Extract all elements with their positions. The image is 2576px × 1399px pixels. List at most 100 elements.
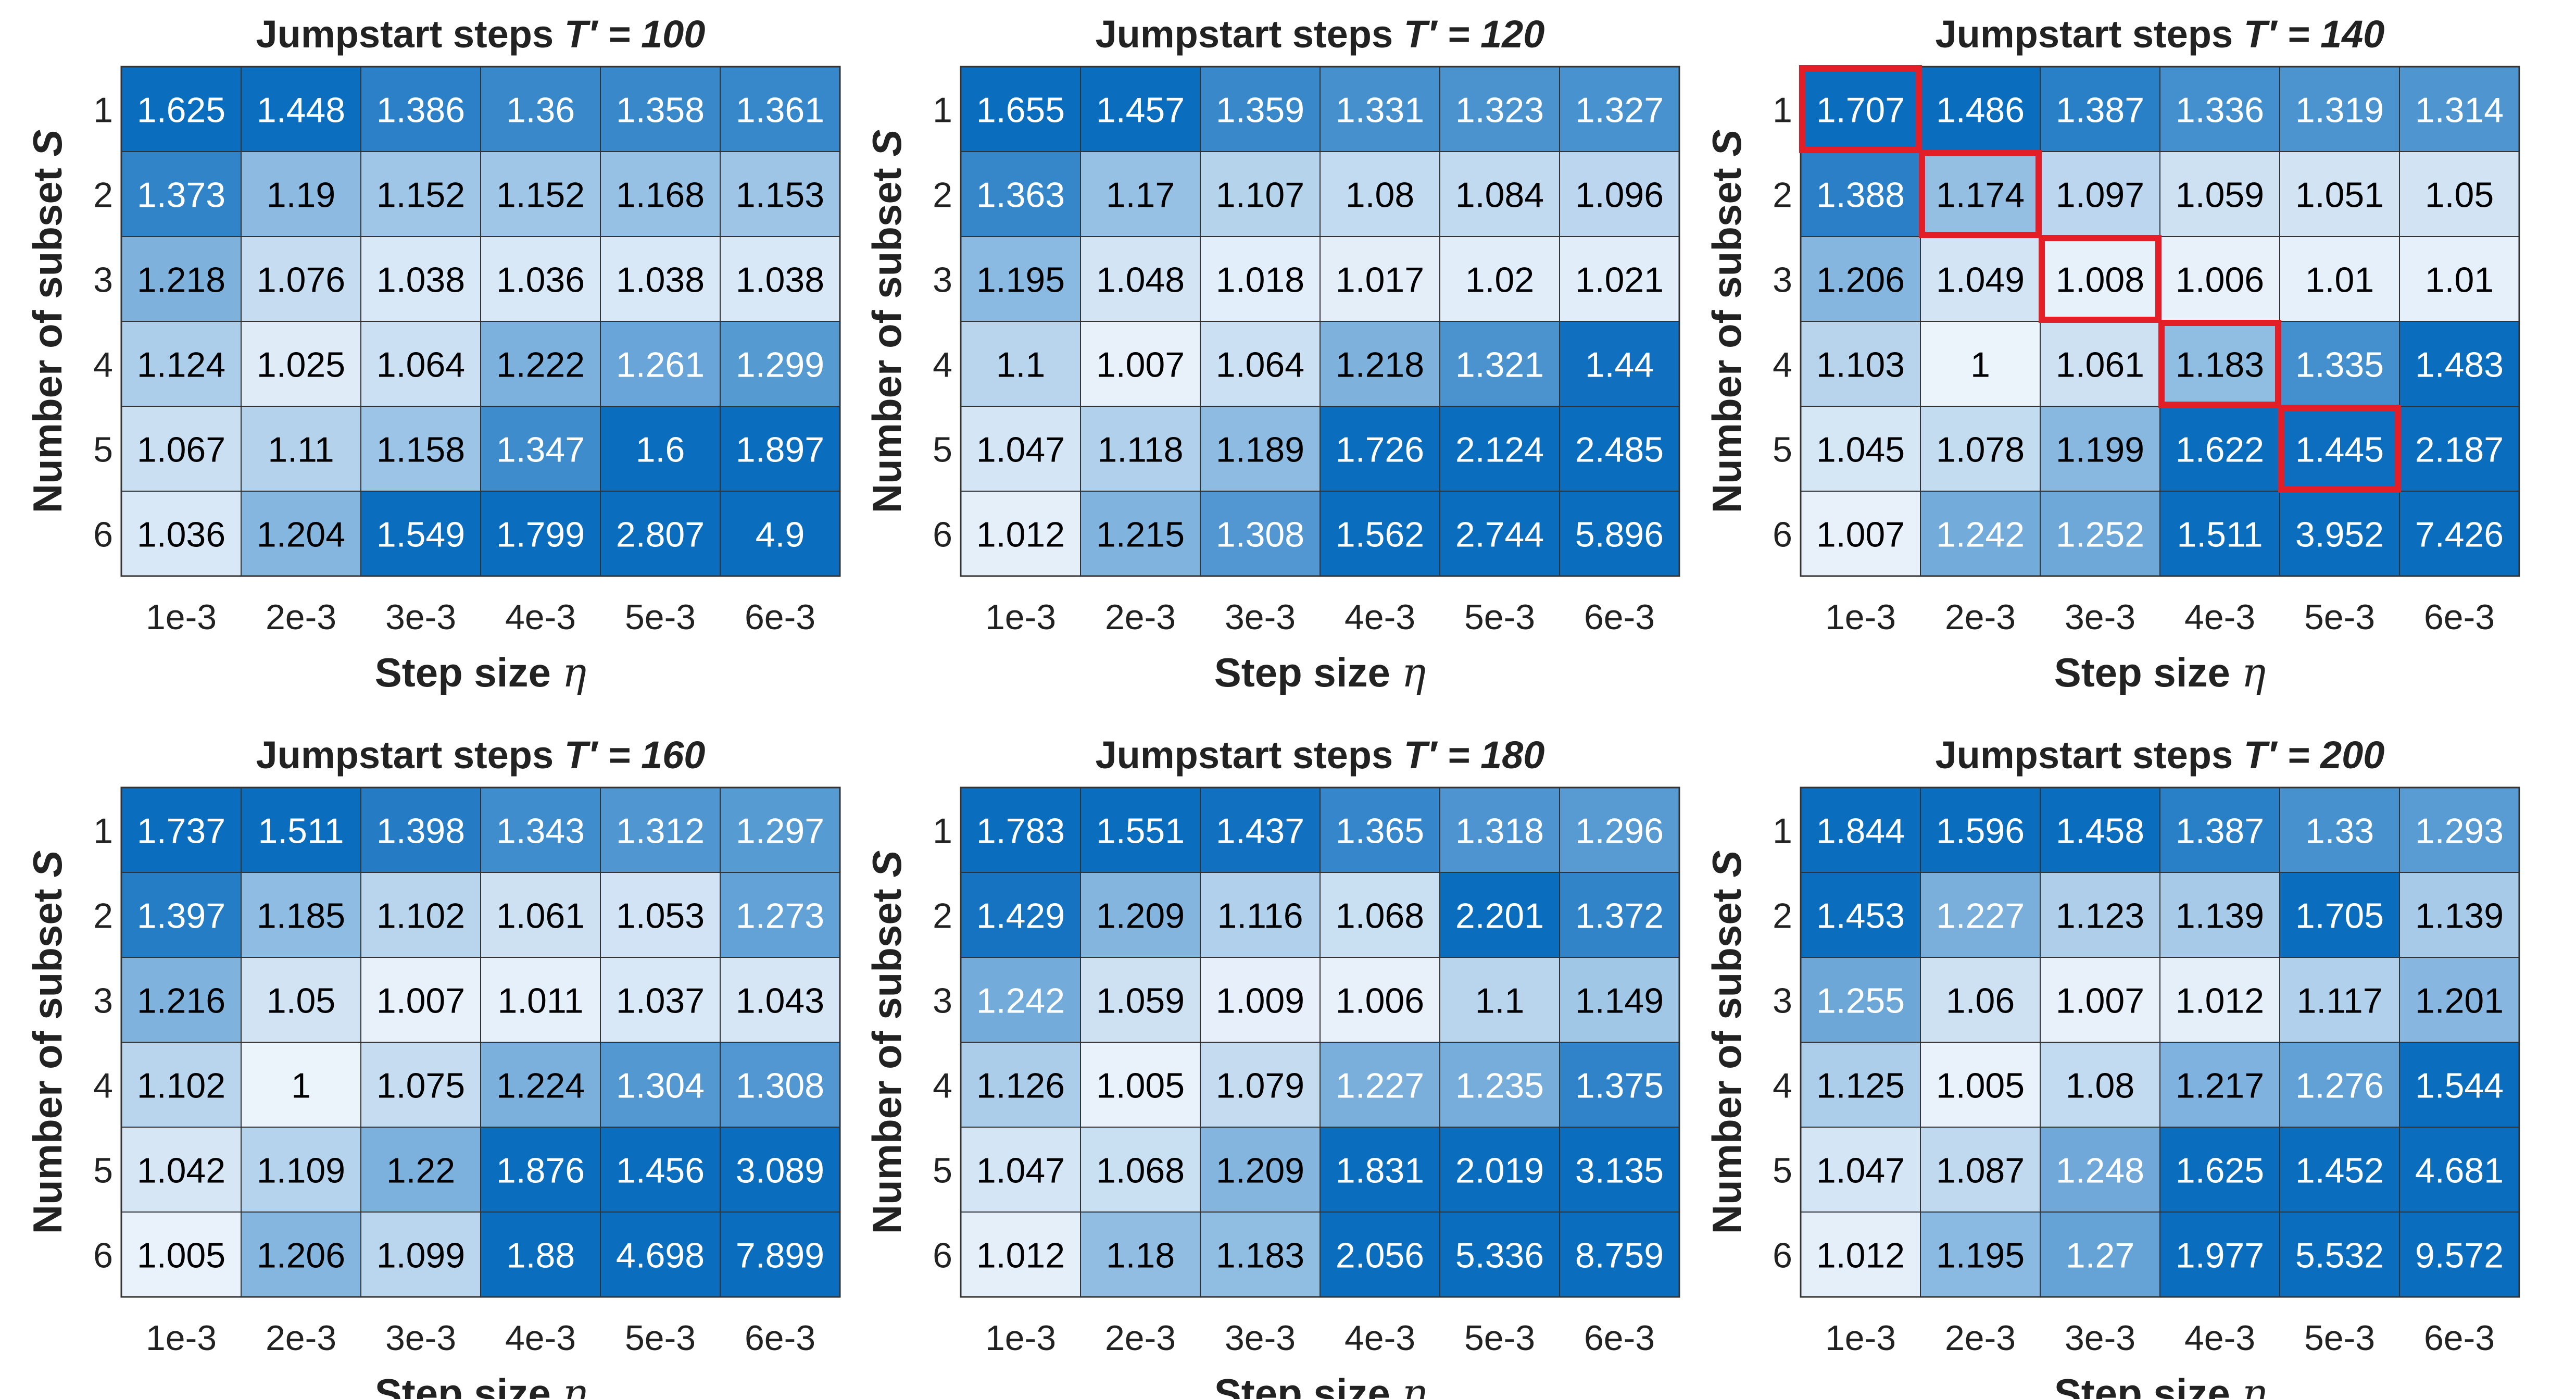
x-tick-label: 4e-3 bbox=[505, 1318, 576, 1358]
cell-value-label: 2.485 bbox=[1575, 430, 1664, 470]
heatmap-cell bbox=[960, 321, 1081, 407]
x-tick-label: 6e-3 bbox=[1584, 1318, 1655, 1358]
cell-value-label: 1.059 bbox=[1096, 981, 1185, 1021]
cell-value-label: 1.195 bbox=[976, 260, 1065, 300]
heatmap-cell bbox=[720, 787, 840, 873]
cell-value-label: 1.235 bbox=[1455, 1066, 1544, 1106]
y-tick-label: 3 bbox=[1773, 981, 1792, 1021]
x-axis-label: Step size η bbox=[375, 649, 587, 696]
cell-value-label: 1.625 bbox=[137, 91, 225, 130]
heatmap-cell bbox=[121, 1211, 242, 1297]
cell-value-label: 7.899 bbox=[736, 1236, 824, 1276]
cell-value-label: 1.437 bbox=[1216, 811, 1304, 851]
cell-value-label: 1.483 bbox=[2415, 345, 2504, 385]
x-tick-label: 4e-3 bbox=[1344, 597, 1415, 637]
y-tick-label: 2 bbox=[93, 176, 113, 215]
cell-value-label: 1.123 bbox=[2056, 896, 2144, 936]
heatmap-cell bbox=[1320, 872, 1440, 958]
x-tick-label: 2e-3 bbox=[266, 1318, 336, 1358]
cell-value-label: 5.336 bbox=[1455, 1236, 1544, 1276]
heatmap-frame bbox=[1800, 66, 2520, 577]
heatmap-cell bbox=[2159, 321, 2280, 407]
cell-value-label: 1.977 bbox=[2176, 1236, 2264, 1276]
cell-value-label: 1.273 bbox=[736, 896, 824, 936]
y-tick-label: 6 bbox=[93, 1236, 113, 1276]
cell-value-label: 1.11 bbox=[268, 430, 334, 470]
y-tick-label: 6 bbox=[933, 515, 952, 555]
x-tick-label: 2e-3 bbox=[1945, 1318, 2016, 1358]
cell-value-label: 1.36 bbox=[506, 91, 575, 130]
cell-value-label: 1.079 bbox=[1216, 1066, 1304, 1106]
cell-value-label: 1 bbox=[291, 1066, 311, 1106]
cell-value-label: 1.183 bbox=[1216, 1236, 1304, 1276]
heatmap-cell bbox=[1200, 787, 1321, 873]
heatmap-cell bbox=[720, 151, 840, 237]
cell-value-label: 2.744 bbox=[1455, 515, 1544, 555]
cell-value-label: 1.152 bbox=[496, 176, 585, 215]
cell-value-label: 1.218 bbox=[137, 260, 225, 300]
cell-value-label: 1.05 bbox=[267, 981, 335, 1021]
heatmap-cell bbox=[1439, 406, 1560, 492]
cell-value-label: 1.276 bbox=[2295, 1066, 2384, 1106]
x-tick-label: 1e-3 bbox=[1825, 1318, 1896, 1358]
heatmap-cell bbox=[1200, 236, 1321, 322]
x-tick-label: 1e-3 bbox=[146, 1318, 217, 1358]
heatmap-cell bbox=[2159, 787, 2280, 873]
x-tick-label: 3e-3 bbox=[1225, 1318, 1296, 1358]
heatmap-cell bbox=[960, 406, 1081, 492]
cell-value-label: 1.227 bbox=[1336, 1066, 1424, 1106]
y-tick-label: 5 bbox=[1773, 1151, 1792, 1191]
cell-value-label: 1.038 bbox=[736, 260, 824, 300]
cell-value-label: 1.064 bbox=[1216, 345, 1304, 385]
heatmap-cell bbox=[1080, 1211, 1201, 1297]
heatmap-cell bbox=[600, 406, 721, 492]
cell-value-label: 8.759 bbox=[1575, 1236, 1664, 1276]
x-axis-label: Step size η bbox=[375, 1370, 587, 1399]
heatmap-cell bbox=[1920, 406, 2041, 492]
cell-value-label: 1.216 bbox=[137, 981, 225, 1021]
cell-value-label: 1.242 bbox=[976, 981, 1065, 1021]
heatmap-cell bbox=[480, 1211, 601, 1297]
cell-value-label: 1.084 bbox=[1455, 176, 1544, 215]
heatmap-frame bbox=[120, 786, 841, 1298]
cell-value-label: 1.152 bbox=[376, 176, 465, 215]
heatmap-cell bbox=[1320, 787, 1440, 873]
cell-value-label: 1.075 bbox=[376, 1066, 465, 1106]
heatmap-cell bbox=[2279, 957, 2400, 1043]
heatmap-cell bbox=[1080, 491, 1201, 577]
panel-title: Jumpstart steps T′ = 120 bbox=[1096, 13, 1545, 56]
cell-value-label: 1.387 bbox=[2176, 811, 2264, 851]
heatmap-cell bbox=[2279, 1127, 2400, 1213]
cell-value-label: 1.05 bbox=[2425, 176, 2494, 215]
cell-value-label: 1.1 bbox=[996, 345, 1046, 385]
y-tick-label: 2 bbox=[933, 176, 952, 215]
cell-value-label: 1.007 bbox=[1816, 515, 1905, 555]
heatmap-cell bbox=[600, 1211, 721, 1297]
cell-value-label: 1.445 bbox=[2295, 430, 2384, 470]
x-tick-label: 6e-3 bbox=[2424, 597, 2495, 637]
y-tick-label: 2 bbox=[933, 896, 952, 936]
heatmap-frame bbox=[960, 66, 1680, 577]
cell-value-label: 1.511 bbox=[2177, 515, 2263, 555]
cell-value-label: 1 bbox=[1970, 345, 1990, 385]
cell-value-label: 1.005 bbox=[137, 1236, 225, 1276]
cell-value-label: 1.844 bbox=[1816, 811, 1905, 851]
heatmap-cell bbox=[2399, 66, 2520, 152]
highlight-box bbox=[1919, 150, 2042, 238]
cell-value-label: 1.005 bbox=[1096, 1066, 1185, 1106]
heatmap-cell bbox=[2279, 151, 2400, 237]
cell-value-label: 1.876 bbox=[496, 1151, 585, 1191]
cell-value-label: 1.799 bbox=[496, 515, 585, 555]
y-tick-label: 3 bbox=[93, 981, 113, 1021]
y-tick-label: 4 bbox=[93, 1066, 113, 1106]
cell-value-label: 5.896 bbox=[1575, 515, 1664, 555]
cell-value-label: 1.398 bbox=[376, 811, 465, 851]
heatmap-cell bbox=[1800, 236, 1921, 322]
x-tick-label: 6e-3 bbox=[2424, 1318, 2495, 1358]
highlight-box bbox=[2158, 320, 2281, 408]
cell-value-label: 1.387 bbox=[2056, 91, 2144, 130]
cell-value-label: 1.359 bbox=[1216, 91, 1304, 130]
cell-value-label: 1.227 bbox=[1936, 896, 2025, 936]
cell-value-label: 1.067 bbox=[137, 430, 225, 470]
cell-value-label: 1.103 bbox=[1816, 345, 1905, 385]
